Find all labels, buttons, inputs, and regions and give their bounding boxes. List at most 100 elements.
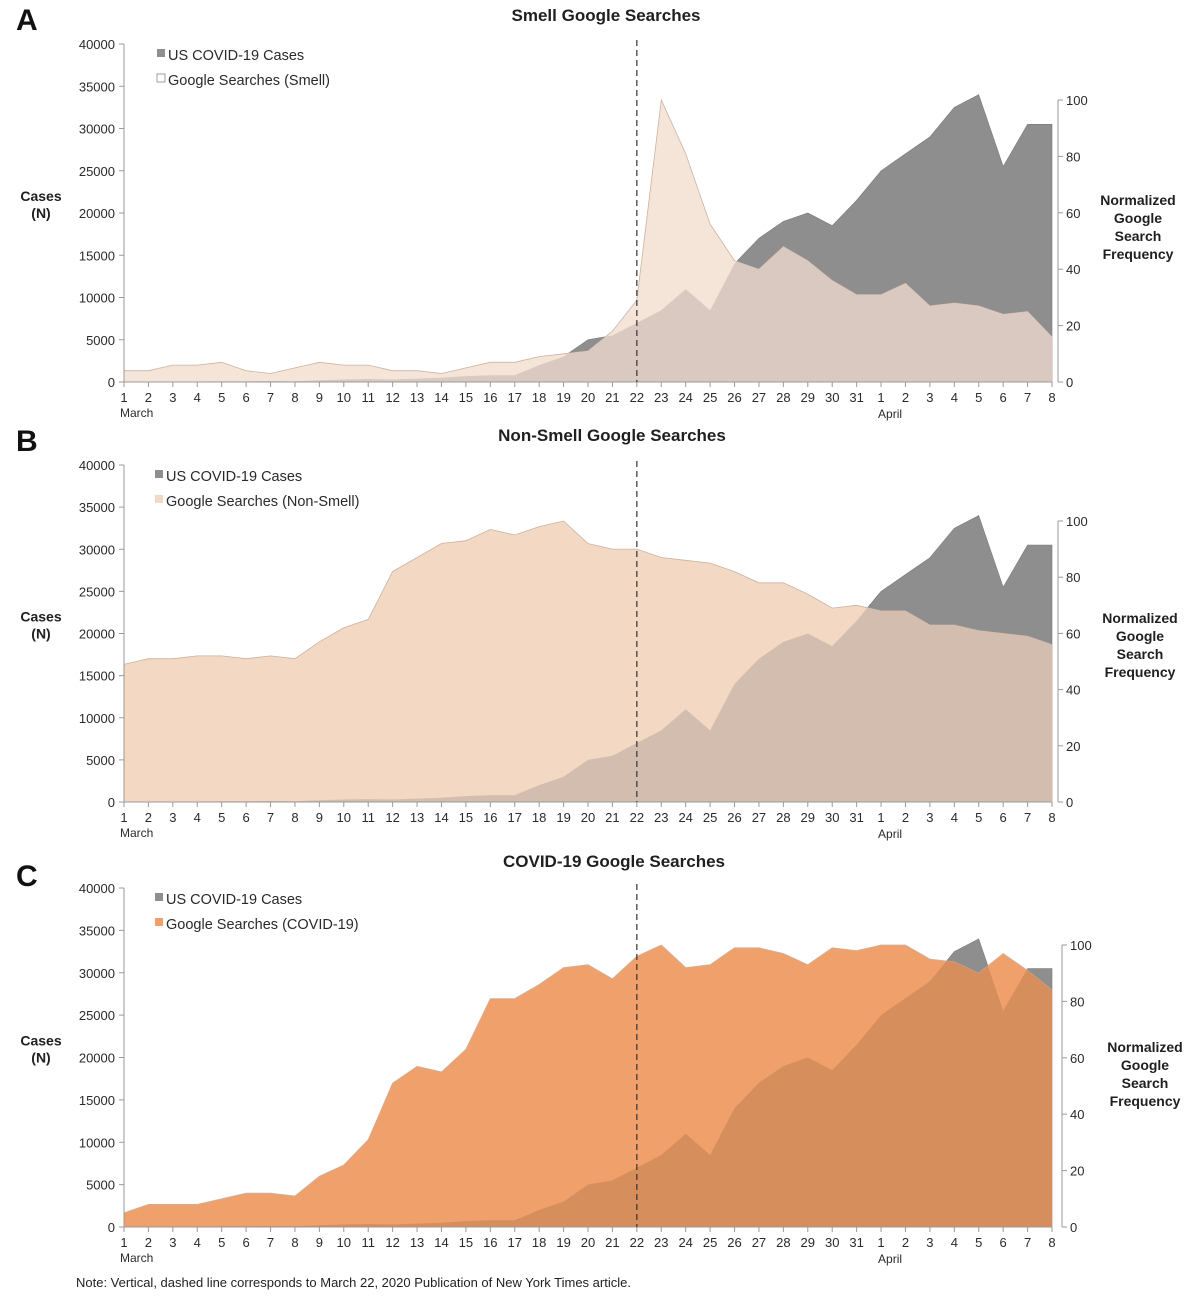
right-axis-label-line2: Google — [1121, 1057, 1169, 1073]
x-tick-label: 3 — [926, 390, 933, 405]
x-tick-label: 28 — [776, 390, 790, 405]
x-tick-label: 2 — [902, 1235, 909, 1250]
right-axis-label-line3: Search — [1115, 228, 1162, 244]
right-tick-label: 0 — [1066, 795, 1073, 810]
left-tick-label: 30000 — [79, 122, 115, 137]
x-tick-label: 15 — [459, 1235, 473, 1250]
x-tick-label: 2 — [902, 810, 909, 825]
x-tick-label: 7 — [267, 390, 274, 405]
right-tick-label: 20 — [1070, 1164, 1084, 1179]
x-tick-label: 3 — [926, 1235, 933, 1250]
right-tick-label: 80 — [1070, 994, 1084, 1009]
x-tick-label: 25 — [703, 810, 717, 825]
x-tick-label: 4 — [951, 810, 958, 825]
left-tick-label: 15000 — [79, 1093, 115, 1108]
right-tick-label: 60 — [1066, 206, 1080, 221]
right-tick-label: 0 — [1066, 375, 1073, 390]
x-tick-label: 16 — [483, 810, 497, 825]
left-tick-label: 5000 — [86, 333, 115, 348]
x-tick-label: 13 — [410, 810, 424, 825]
x-tick-label: 27 — [752, 390, 766, 405]
x-tick-label: 5 — [975, 810, 982, 825]
legend: US COVID-19 Cases Google Searches (Smell) — [156, 48, 330, 89]
x-tick-label: 2 — [145, 810, 152, 825]
x-tick-label: 8 — [1048, 810, 1055, 825]
x-tick-label: 27 — [752, 810, 766, 825]
x-tick-label: 6 — [1000, 810, 1007, 825]
x-tick-label: 12 — [385, 810, 399, 825]
month-label-april: April — [878, 407, 902, 421]
x-tick-label: 1 — [877, 1235, 884, 1250]
x-tick-label: 1 — [877, 390, 884, 405]
x-tick-label: 25 — [703, 390, 717, 405]
x-tick-label: 18 — [532, 390, 546, 405]
legend-swatch-cases — [155, 470, 163, 478]
right-axis-label-line4: Frequency — [1105, 664, 1176, 680]
legend-swatch-search — [155, 495, 163, 503]
legend-label-cases: US COVID-19 Cases — [168, 48, 304, 64]
figure-note: Note: Vertical, dashed line corresponds … — [76, 1275, 631, 1290]
right-tick-label: 80 — [1066, 570, 1080, 585]
right-axis-label-line3: Search — [1122, 1075, 1169, 1091]
panel-a: A Smell Google Searches 0 5000 10000 15000 2… — [16, 4, 1176, 421]
left-tick-label: 35000 — [79, 79, 115, 94]
right-tick-label: 60 — [1066, 626, 1080, 641]
x-tick-label: 14 — [434, 810, 448, 825]
x-tick-label: 9 — [316, 810, 323, 825]
right-axis-label-line1: Normalized — [1107, 1039, 1182, 1055]
left-tick-label: 25000 — [79, 1008, 115, 1023]
legend-swatch-cases — [157, 49, 165, 57]
month-label-april: April — [878, 1252, 902, 1266]
x-tick-label: 20 — [581, 810, 595, 825]
legend-label-search: Google Searches (Non-Smell) — [166, 494, 359, 510]
month-label-march: March — [120, 1251, 153, 1265]
x-tick-label: 7 — [267, 810, 274, 825]
x-tick-label: 6 — [242, 390, 249, 405]
x-tick-label: 12 — [385, 1235, 399, 1250]
left-axis-label-line1: Cases — [20, 1033, 61, 1049]
x-tick-label: 26 — [727, 390, 741, 405]
x-tick-label: 20 — [581, 390, 595, 405]
left-tick-label: 20000 — [79, 627, 115, 642]
left-axis-label-line1: Cases — [20, 188, 61, 204]
x-tick-label: 17 — [508, 390, 522, 405]
legend: US COVID-19 Cases Google Searches (COVID-… — [155, 892, 359, 933]
right-axis-label-line2: Google — [1116, 628, 1164, 644]
x-tick-label: 7 — [267, 1235, 274, 1250]
x-tick-label: 4 — [194, 810, 201, 825]
x-tick-label: 31 — [849, 390, 863, 405]
x-tick-label: 27 — [752, 1235, 766, 1250]
x-tick-label: 29 — [801, 390, 815, 405]
x-tick-label: 31 — [849, 810, 863, 825]
panel-title-c: COVID-19 Google Searches — [503, 852, 725, 871]
right-tick-label: 100 — [1070, 938, 1092, 953]
x-tick-label: 9 — [316, 390, 323, 405]
x-tick-label: 7 — [1024, 390, 1031, 405]
left-axis-label-line2: (N) — [31, 626, 50, 642]
left-tick-label: 15000 — [79, 669, 115, 684]
left-tick-label: 10000 — [79, 291, 115, 306]
x-tick-label: 30 — [825, 390, 839, 405]
right-tick-label: 100 — [1066, 93, 1088, 108]
left-tick-label: 35000 — [79, 500, 115, 515]
x-tick-label: 17 — [508, 1235, 522, 1250]
x-tick-label: 3 — [169, 1235, 176, 1250]
x-tick-label: 25 — [703, 1235, 717, 1250]
x-tick-label: 5 — [218, 390, 225, 405]
x-tick-label: 13 — [410, 390, 424, 405]
right-tick-label: 80 — [1066, 149, 1080, 164]
x-tick-label: 15 — [459, 390, 473, 405]
left-tick-label: 0 — [108, 795, 115, 810]
x-tick-label: 28 — [776, 1235, 790, 1250]
x-tick-label: 8 — [1048, 1235, 1055, 1250]
x-tick-label: 3 — [926, 810, 933, 825]
left-tick-label: 40000 — [79, 881, 115, 896]
x-tick-label: 6 — [242, 810, 249, 825]
x-tick-label: 5 — [975, 1235, 982, 1250]
left-tick-label: 0 — [108, 1220, 115, 1235]
legend-label-cases: US COVID-19 Cases — [166, 892, 302, 908]
panel-label-c: C — [16, 860, 38, 893]
x-tick-label: 3 — [169, 390, 176, 405]
x-tick-label: 20 — [581, 1235, 595, 1250]
legend-label-search: Google Searches (COVID-19) — [166, 917, 359, 933]
